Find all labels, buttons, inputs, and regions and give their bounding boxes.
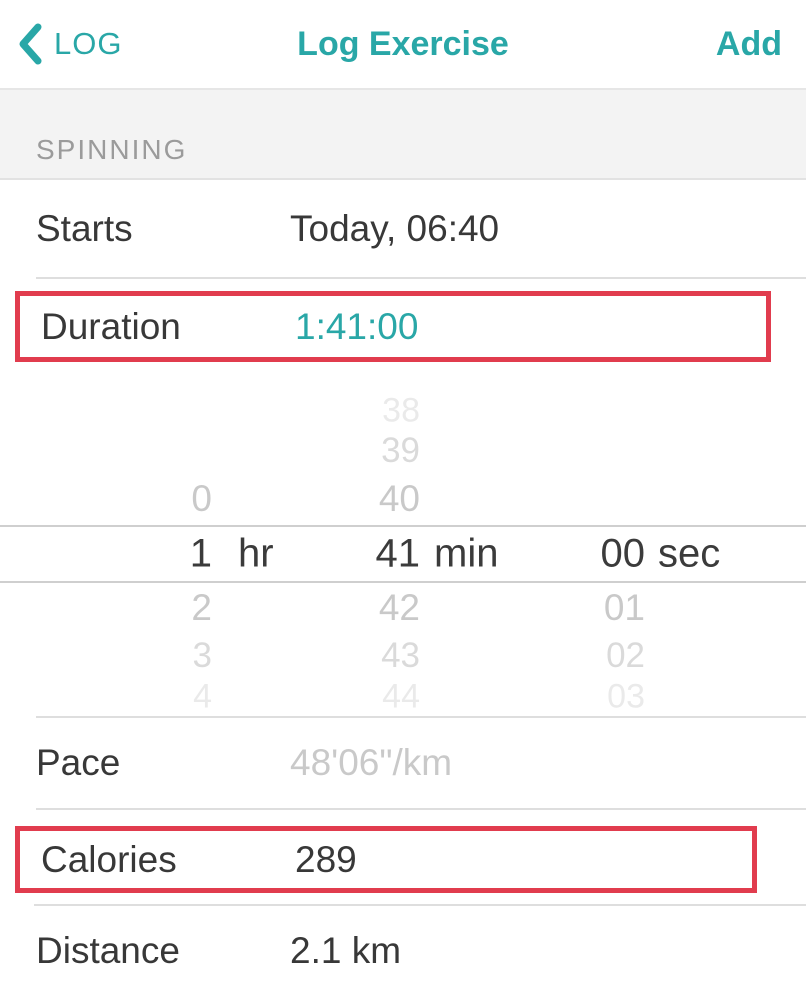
- picker-minute-option[interactable]: 38: [382, 391, 420, 429]
- picker-minute-option[interactable]: 40: [378, 478, 420, 519]
- picker-row[interactable]: 0 40: [0, 473, 806, 525]
- pace-value: 48'06"/km: [290, 742, 453, 783]
- picker-minute-option[interactable]: 43: [381, 635, 420, 675]
- chevron-left-icon: [16, 22, 44, 66]
- picker-row[interactable]: 39: [0, 429, 806, 473]
- separator: [34, 904, 806, 906]
- pace-row[interactable]: Pace 48'06"/km: [0, 718, 806, 808]
- picker-hour-option[interactable]: 0: [191, 478, 212, 519]
- separator: [36, 277, 806, 279]
- picker-hour-selected[interactable]: 1: [189, 531, 212, 576]
- distance-row[interactable]: Distance 2.1 km: [0, 906, 806, 995]
- picker-second-unit-label: sec: [658, 531, 721, 576]
- separator: [36, 716, 806, 718]
- back-button-label: LOG: [54, 26, 123, 61]
- picker-second-selected[interactable]: 00: [600, 531, 646, 576]
- picker-minute-selected[interactable]: 41: [375, 531, 421, 576]
- picker-row[interactable]: 3 43 02: [0, 633, 806, 678]
- picker-row[interactable]: 38: [0, 391, 806, 429]
- picker-second-option[interactable]: 01: [603, 587, 645, 628]
- picker-minute-unit-label: min: [434, 531, 499, 576]
- duration-picker[interactable]: 38 39 0 40 1 hr 41 min 00 sec 2 42 01 3 …: [0, 391, 806, 716]
- calories-row[interactable]: Calories 289: [20, 831, 752, 888]
- picker-row[interactable]: 2 42 01: [0, 583, 806, 633]
- picker-hour-option[interactable]: 2: [191, 587, 212, 628]
- picker-hour-option[interactable]: 3: [192, 635, 212, 675]
- pace-label: Pace: [36, 742, 121, 783]
- calories-highlight-box: Calories 289: [15, 826, 757, 893]
- duration-value: 1:41:00: [295, 305, 419, 347]
- section-header-label: SPINNING: [36, 134, 188, 165]
- picker-row[interactable]: 4 44 03: [0, 678, 806, 716]
- nav-bar: LOG Log Exercise Add: [0, 0, 806, 88]
- add-button[interactable]: Add: [715, 24, 782, 63]
- picker-minute-option[interactable]: 39: [381, 431, 420, 470]
- separator: [36, 808, 806, 810]
- distance-label: Distance: [36, 929, 180, 971]
- starts-label: Starts: [36, 207, 133, 249]
- duration-row[interactable]: Duration 1:41:00: [20, 296, 766, 357]
- calories-value: 289: [295, 838, 357, 880]
- picker-second-option[interactable]: 03: [607, 677, 645, 716]
- picker-minute-option[interactable]: 44: [382, 677, 420, 716]
- section-header: SPINNING: [0, 88, 806, 180]
- picker-minute-option[interactable]: 42: [378, 587, 420, 628]
- picker-selected-row[interactable]: 1 hr 41 min 00 sec: [0, 525, 806, 583]
- duration-label: Duration: [41, 305, 181, 347]
- calories-label: Calories: [41, 838, 177, 880]
- distance-value: 2.1 km: [290, 929, 402, 971]
- picker-hour-unit-label: hr: [238, 531, 274, 576]
- starts-value: Today, 06:40: [290, 207, 500, 249]
- back-button[interactable]: LOG: [16, 0, 122, 88]
- starts-row[interactable]: Starts Today, 06:40: [0, 180, 806, 277]
- picker-hour-option[interactable]: 4: [193, 677, 212, 716]
- duration-highlight-box: Duration 1:41:00: [15, 291, 771, 362]
- picker-second-option[interactable]: 02: [606, 635, 645, 675]
- page-title: Log Exercise: [297, 24, 509, 63]
